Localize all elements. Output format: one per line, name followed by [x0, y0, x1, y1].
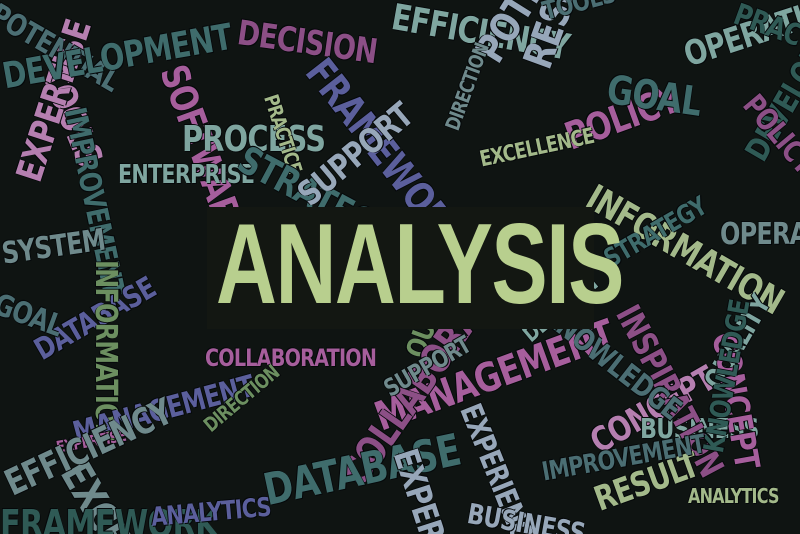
main-word-box — [207, 207, 594, 329]
background-word: DIRECTION — [440, 39, 494, 134]
background-word: GOAL — [604, 67, 705, 126]
background-word: OPERATIONS — [720, 217, 800, 252]
main-word: ANALYSIS — [216, 201, 624, 328]
background-word: PROCESS — [182, 119, 326, 160]
background-word: GOAL — [0, 287, 67, 345]
background-word: EXCELLENCE — [477, 123, 597, 173]
background-word: ENTERPRISE — [118, 160, 255, 190]
background-word: ANALYTICS — [688, 484, 779, 508]
background-word: COLLABORATION — [205, 344, 377, 372]
background-word: TOOLS — [539, 0, 619, 28]
background-word: FRAMEWORK — [0, 502, 219, 534]
background-word: DECISION — [234, 13, 380, 73]
background-word: ANALYTICS — [149, 492, 273, 533]
background-word: BUSINESS — [640, 412, 759, 445]
